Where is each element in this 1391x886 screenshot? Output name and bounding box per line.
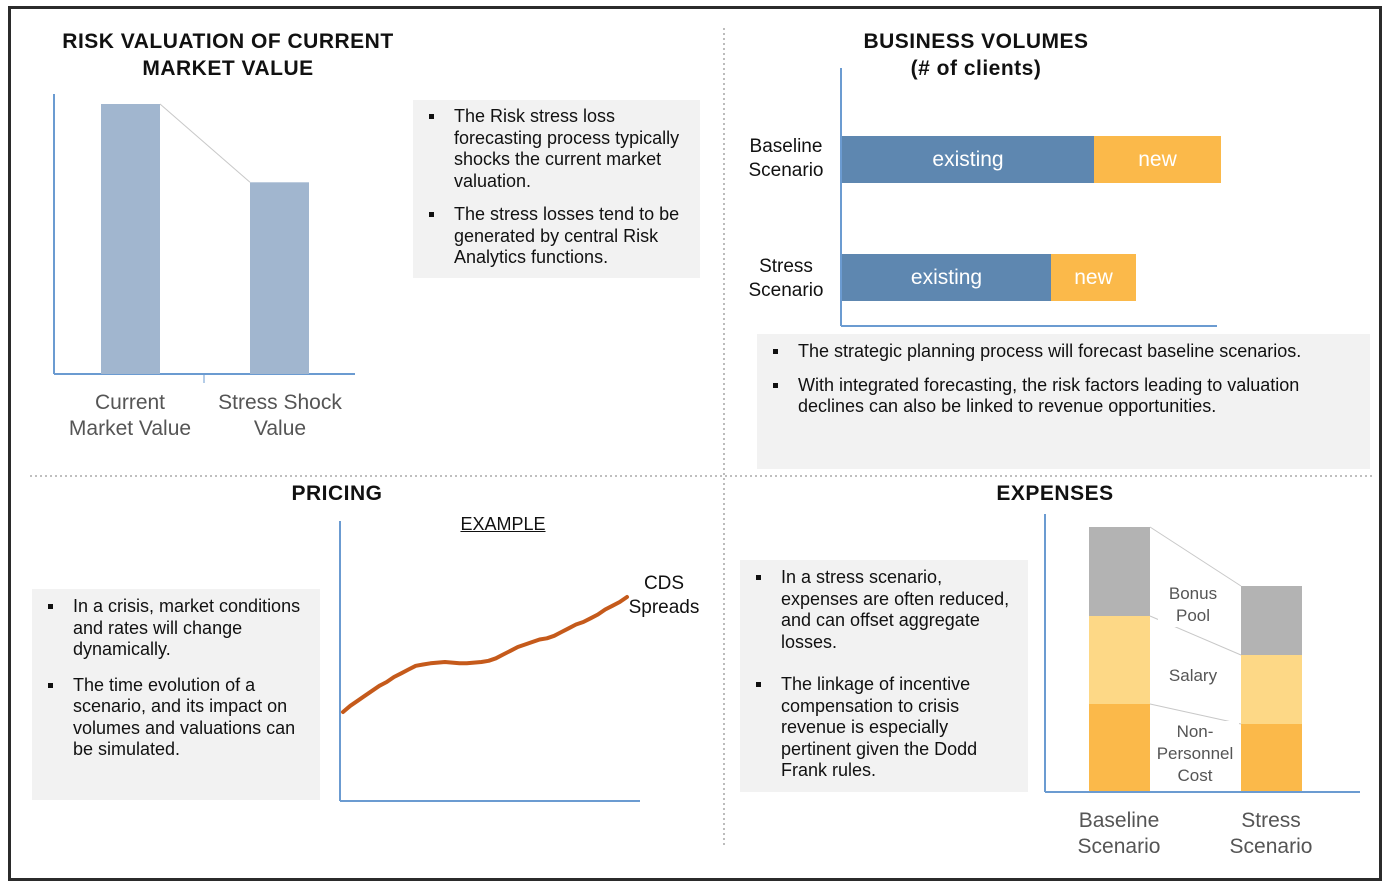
label-line: Stress Shock [218,391,342,414]
bar-baseline-existing: existing [842,136,1094,183]
label-line: Non- [1176,722,1214,741]
bar-baseline-new: new [1094,136,1221,183]
x-label-baseline-scenario: Baseline Scenario [1054,808,1184,860]
label-line: Cost [1177,766,1213,785]
bar-current-market-value [101,104,160,374]
example-label: EXAMPLE [460,514,546,534]
x-label-current-market-value: Current Market Value [55,390,205,442]
label-line: Baseline [1078,809,1160,832]
label-line: Baseline [749,136,823,157]
label-line: Market Value [68,417,192,440]
baseline-non-personnel-segment [1089,704,1150,791]
bullet-item: With integrated forecasting, the risk fa… [757,375,1360,418]
stress-non-personnel-segment [1241,724,1302,791]
label-line: Scenario [748,160,824,181]
label-line: Scenario [748,280,824,301]
label-line: Stress [759,256,813,277]
business-volumes-notes: The strategic planning process will fore… [757,334,1370,469]
segment-label-bonus-pool: Bonus Pool [1158,583,1228,627]
label-line: Stress [1241,809,1301,832]
connector-line [1149,703,1242,725]
label-line: Spreads [628,597,700,618]
pricing-title: PRICING [291,482,383,505]
bar-stress-existing: existing [842,254,1051,301]
label-line: Scenario [1229,835,1313,858]
bar-connector-line [159,103,251,183]
bullet-item: The time evolution of a scenario, and it… [32,675,312,761]
segment-label-non-personnel-cost: Non- Personnel Cost [1151,721,1239,787]
label-line: Personnel [1156,744,1234,763]
label-line: Pool [1175,606,1211,625]
pricing-notes: In a crisis, market conditions and rates… [32,589,320,800]
label-line: Value [253,417,307,440]
label-line: Bonus [1168,584,1218,603]
bullet-item: The strategic planning process will fore… [757,341,1360,363]
baseline-salary-segment [1089,616,1150,704]
title-line: BUSINESS VOLUMES [863,30,1089,53]
bullet-item: In a stress scenario, expenses are often… [740,567,1020,653]
label-line: CDS [643,573,685,594]
risk-valuation-title: RISK VALUATION OF CURRENT MARKET VALUE [40,28,416,82]
row-label-baseline: Baseline Scenario [736,135,836,183]
label-line: Scenario [1077,835,1161,858]
cds-spreads-line [341,595,629,714]
label-line: Salary [1168,666,1218,685]
bar-stress-shock-value [250,182,309,374]
expenses-notes: In a stress scenario, expenses are often… [740,560,1028,792]
bullet-item: The Risk stress loss forecasting process… [413,106,688,192]
bullet-item: In a crisis, market conditions and rates… [32,596,312,661]
cds-series-label: CDS Spreads [618,572,710,620]
business-volumes-title: BUSINESS VOLUMES (# of clients) [826,28,1126,82]
connector-line [1149,526,1242,587]
risk-valuation-notes: The Risk stress loss forecasting process… [413,100,700,278]
slide-frame [8,6,1382,881]
title-line: RISK VALUATION OF CURRENT [62,30,394,53]
title-line: (# of clients) [910,57,1042,80]
expenses-title: EXPENSES [996,482,1114,505]
bullet-item: The linkage of incentive compensation to… [740,674,1020,782]
baseline-bonus-segment [1089,527,1150,616]
stress-bonus-segment [1241,586,1302,655]
bullet-item: The stress losses tend to be generated b… [413,204,688,269]
x-label-stress-scenario: Stress Scenario [1206,808,1336,860]
bar-stress-new: new [1051,254,1136,301]
row-label-stress: Stress Scenario [736,255,836,303]
segment-label-salary: Salary [1158,665,1228,687]
label-line: Current [94,391,166,414]
x-label-stress-shock-value: Stress Shock Value [205,390,355,442]
title-line: MARKET VALUE [142,57,314,80]
stress-salary-segment [1241,655,1302,724]
